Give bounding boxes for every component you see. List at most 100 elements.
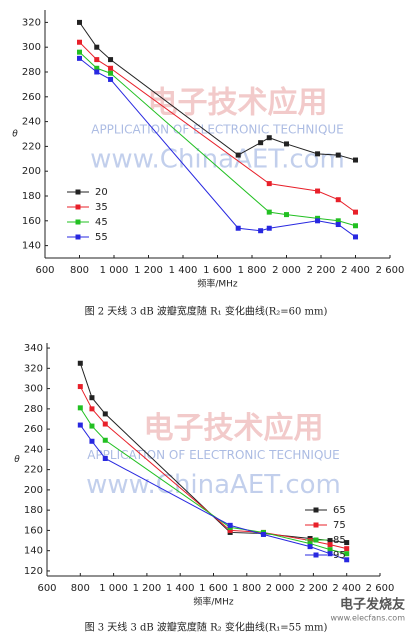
y-tick-label: 240 xyxy=(24,444,43,455)
point xyxy=(77,49,82,55)
point xyxy=(227,527,233,533)
point xyxy=(77,19,82,25)
point xyxy=(235,152,241,158)
legend-marker xyxy=(313,537,319,543)
watermark: APPLICATION OF ELECTRONIC TECHNIQUE xyxy=(91,123,344,137)
y-tick-label: 160 xyxy=(24,525,43,536)
point xyxy=(258,140,264,146)
y-tick-label: 120 xyxy=(24,566,43,577)
watermark: www.ChinaAET.com xyxy=(90,145,345,175)
y-tick-label: 300 xyxy=(24,384,43,395)
point xyxy=(266,181,272,187)
point xyxy=(235,225,241,231)
point xyxy=(284,141,289,147)
x-tick-label: 1 600 xyxy=(199,583,228,594)
y-tick-label: 160 xyxy=(22,216,41,227)
point xyxy=(94,44,100,50)
legend-label: 35 xyxy=(95,202,108,213)
point xyxy=(266,225,272,231)
y-tick-label: 200 xyxy=(24,485,43,496)
point xyxy=(284,212,289,218)
point xyxy=(353,157,358,163)
y-tick-label: 140 xyxy=(22,241,41,252)
legend-marker xyxy=(313,522,319,528)
series-line xyxy=(79,386,347,550)
point xyxy=(335,218,341,224)
point xyxy=(327,547,333,553)
legend-label: 65 xyxy=(333,505,346,516)
point xyxy=(307,538,313,544)
x-tick-label: 1 400 xyxy=(169,265,198,276)
point xyxy=(102,437,108,443)
y-tick-label: 320 xyxy=(22,17,41,28)
legend-label: 45 xyxy=(95,217,108,228)
caption: 图 3 天线 3 dB 波瓣宽度随 R₂ 变化曲线(R₁=55 mm) xyxy=(85,621,328,634)
point xyxy=(89,423,95,429)
x-tick-label: 2 400 xyxy=(332,583,361,594)
x-tick-label: 1 200 xyxy=(134,265,163,276)
legend-label: 95 xyxy=(333,550,346,561)
watermark: 电子技术应用 xyxy=(144,411,324,446)
point xyxy=(108,57,114,63)
watermark: 电子技术应用 xyxy=(148,86,328,121)
point xyxy=(335,222,341,228)
point xyxy=(77,384,83,390)
y-axis-label: θ xyxy=(12,130,18,140)
point xyxy=(353,223,358,229)
legend-label: 85 xyxy=(333,535,346,546)
point xyxy=(353,234,358,240)
point xyxy=(94,65,100,71)
point xyxy=(327,542,333,548)
x-tick-label: 2 200 xyxy=(307,265,336,276)
y-tick-label: 280 xyxy=(22,67,41,78)
y-tick-label: 220 xyxy=(22,141,41,152)
y-tick-label: 180 xyxy=(22,191,41,202)
legend-label: 20 xyxy=(95,187,108,198)
point xyxy=(307,544,313,550)
x-tick-label: 1 600 xyxy=(203,265,232,276)
series-line xyxy=(79,22,356,161)
point xyxy=(108,76,114,82)
point xyxy=(335,152,341,158)
point xyxy=(344,540,350,546)
y-tick-label: 340 xyxy=(24,343,43,354)
y-tick-label: 200 xyxy=(22,166,41,177)
point xyxy=(344,546,350,552)
legend-marker xyxy=(75,234,81,240)
y-tick-label: 260 xyxy=(22,92,41,103)
logo: www.elecfans.com xyxy=(331,614,406,623)
point xyxy=(77,39,82,45)
point xyxy=(94,69,100,75)
point xyxy=(94,57,100,63)
point xyxy=(353,209,358,215)
y-tick-label: 320 xyxy=(24,363,43,374)
point xyxy=(327,538,333,544)
legend-marker xyxy=(75,204,81,210)
y-axis-label: θ xyxy=(14,455,20,465)
x-tick-label: 1 200 xyxy=(133,583,162,594)
point xyxy=(266,135,272,141)
point xyxy=(258,228,264,234)
point xyxy=(108,70,114,76)
series-line xyxy=(79,424,347,561)
x-tick-label: 1 800 xyxy=(238,265,267,276)
point xyxy=(102,411,108,417)
point xyxy=(227,522,233,528)
x-tick-label: 2 200 xyxy=(299,583,328,594)
point xyxy=(344,557,350,563)
legend-marker xyxy=(75,219,81,225)
point xyxy=(315,218,321,224)
x-axis-label: 频率/MHz xyxy=(193,596,234,608)
point xyxy=(77,422,83,428)
watermark: APPLICATION OF ELECTRONIC TECHNIQUE xyxy=(87,448,340,462)
point xyxy=(89,438,95,444)
point xyxy=(77,360,83,366)
watermark: www.ChinaAET.com xyxy=(86,470,341,500)
point xyxy=(315,151,321,157)
x-tick-label: 2 400 xyxy=(341,265,370,276)
x-tick-label: 1 000 xyxy=(99,583,128,594)
x-tick-label: 600 xyxy=(37,583,56,594)
point xyxy=(89,395,95,401)
point xyxy=(77,55,82,61)
